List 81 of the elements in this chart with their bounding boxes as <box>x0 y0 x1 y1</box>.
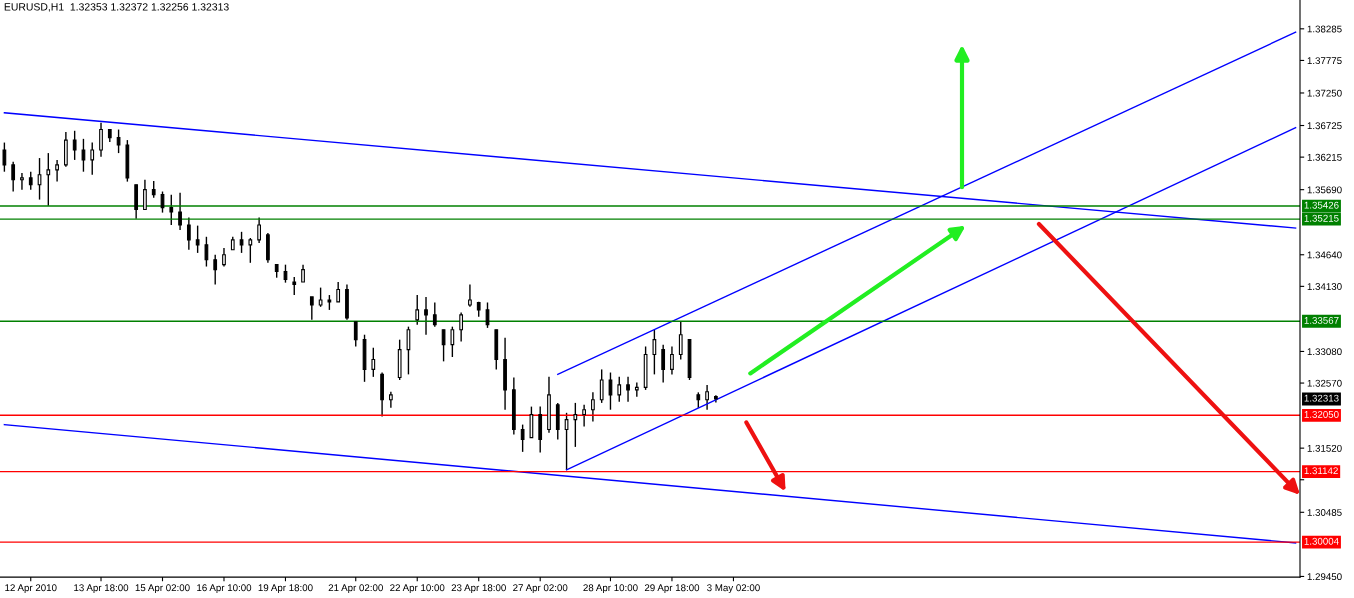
candlestick <box>520 423 525 453</box>
candlestick <box>99 122 103 158</box>
x-tick-label: 13 Apr 18:00 <box>74 584 129 594</box>
y-tick-label: 1.29450 <box>1307 573 1342 581</box>
x-tick-label: 28 Apr 10:00 <box>583 584 638 594</box>
x-tick-label: 23 Apr 18:00 <box>451 584 506 594</box>
y-tick-label: 1.37250 <box>1307 89 1342 97</box>
candlestick <box>424 296 428 336</box>
candlestick <box>55 159 59 183</box>
candlestick <box>116 128 121 154</box>
candlestick <box>371 347 376 378</box>
candlestick <box>705 384 709 411</box>
candlestick <box>599 368 604 404</box>
candlestick <box>415 294 420 326</box>
candlestick <box>169 193 174 226</box>
candlestick <box>143 179 147 211</box>
y-tick-label: 1.31520 <box>1307 444 1342 452</box>
y-tick-label: 1.32570 <box>1307 379 1342 387</box>
candlestick <box>389 391 393 409</box>
candlestick <box>11 161 16 193</box>
x-tick-label: 3 May 02:00 <box>707 584 760 594</box>
ref-line-label: 1.35215 <box>1304 214 1339 222</box>
candlestick <box>81 138 86 173</box>
ref-line-label: 1.31142 <box>1304 467 1338 475</box>
y-tick-label: 1.33080 <box>1307 348 1342 356</box>
y-tick-label: 1.38285 <box>1307 25 1342 33</box>
candlestick <box>626 376 630 403</box>
candlestick <box>178 192 182 231</box>
candlestick <box>617 376 622 403</box>
candlestick <box>670 345 674 376</box>
chart-title: EURUSD,H1 1.32353 1.32372 1.32256 1.32313 <box>4 3 229 12</box>
ref-line-label: 1.33567 <box>1304 316 1339 324</box>
x-tick-label: 29 Apr 18:00 <box>644 584 700 594</box>
candlestick <box>652 329 657 376</box>
y-tick-label: 1.36725 <box>1307 122 1342 130</box>
candlestick <box>195 224 200 254</box>
candlestick <box>353 321 358 348</box>
y-tick-label: 1.37775 <box>1307 57 1342 65</box>
candlestick <box>2 141 7 173</box>
candlestick <box>591 391 595 423</box>
candlestick <box>406 325 411 376</box>
candlestick <box>459 311 464 343</box>
candlestick <box>432 301 437 328</box>
candlestick <box>661 343 666 384</box>
ref-line-label: 1.35426 <box>1304 201 1339 209</box>
candlestick <box>441 329 446 363</box>
candlestick <box>318 286 323 308</box>
x-tick-label: 12 Apr 2010 <box>5 584 57 594</box>
y-tick-label: 1.36215 <box>1307 153 1342 161</box>
candlestick <box>239 231 244 254</box>
candlestick <box>573 402 578 448</box>
y-tick-label: 1.34130 <box>1307 283 1342 290</box>
x-tick-label: 27 Apr 02:00 <box>513 584 568 594</box>
x-tick-label: 22 Apr 10:00 <box>390 584 445 594</box>
candlestick <box>582 404 586 428</box>
x-tick-label: 15 Apr 02:00 <box>135 584 190 594</box>
candlestick <box>72 130 77 161</box>
candlestick <box>336 281 341 303</box>
candlestick <box>204 236 209 268</box>
x-tick-label: 19 Apr 18:00 <box>258 584 313 594</box>
y-tick-label: 1.35690 <box>1307 186 1342 194</box>
candlestick <box>309 296 314 321</box>
candlestick <box>564 412 569 471</box>
candlestick <box>46 152 51 207</box>
candlestick <box>213 254 218 286</box>
candlestick <box>450 325 455 358</box>
y-tick-label: 1.30485 <box>1307 509 1342 516</box>
annotation: 1.32313 <box>1304 394 1339 402</box>
candlestick <box>248 237 253 264</box>
ref-line-label: 1.30004 <box>1304 537 1339 545</box>
x-tick-label: 16 Apr 10:00 <box>197 584 252 594</box>
candlestick <box>468 283 472 308</box>
ref-line-label: 1.32050 <box>1304 411 1339 418</box>
candlestick <box>20 172 24 191</box>
y-tick-label: 1.34640 <box>1307 251 1342 259</box>
candlestick <box>634 381 639 398</box>
x-tick-label: 21 Apr 02:00 <box>328 584 383 594</box>
candlestick <box>529 405 534 439</box>
candlestick <box>90 141 95 176</box>
candlestick <box>222 247 226 268</box>
candlestick <box>678 321 683 361</box>
